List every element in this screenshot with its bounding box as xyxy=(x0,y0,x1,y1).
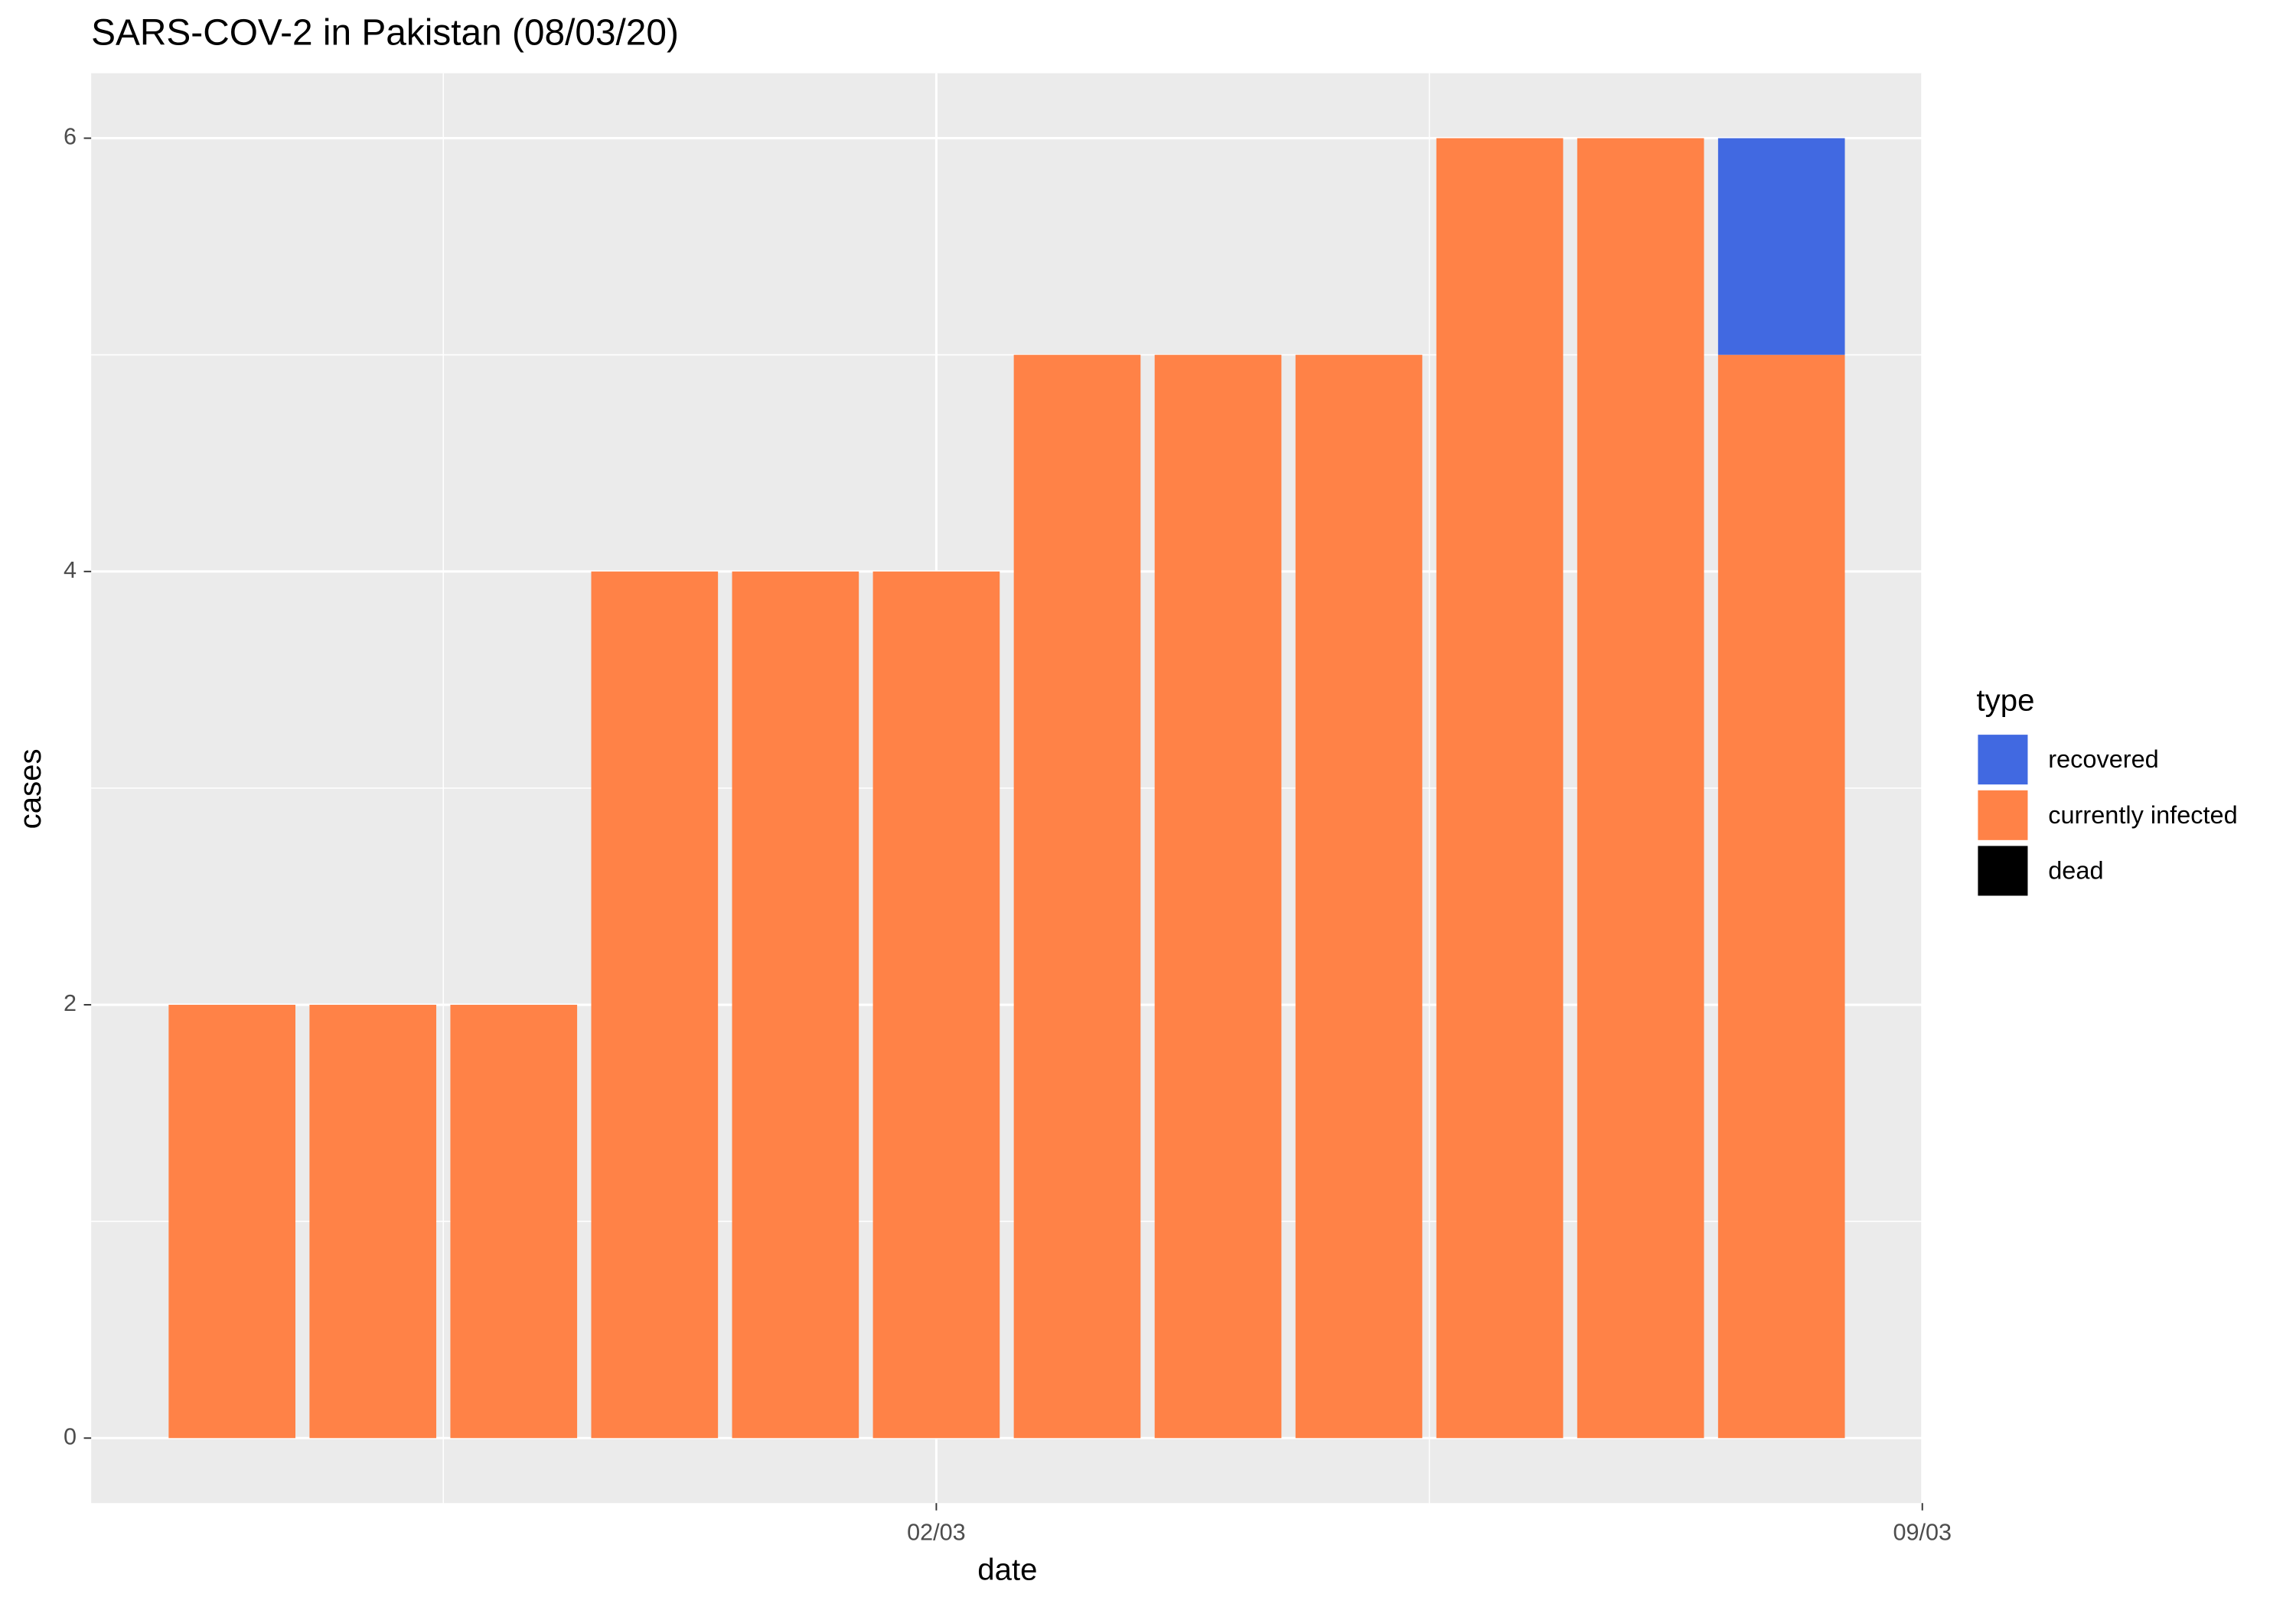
bar-segment xyxy=(872,571,1000,1439)
legend-swatch xyxy=(1978,846,2028,896)
bar-segment xyxy=(1717,138,1845,355)
y-tick-label: 6 xyxy=(64,124,77,150)
bar-segment xyxy=(1717,354,1845,1439)
bars xyxy=(168,138,1845,1439)
bar-segment xyxy=(168,1005,295,1439)
x-tick-label: 02/03 xyxy=(907,1519,966,1545)
y-tick-label: 4 xyxy=(64,557,77,583)
x-axis-title: date xyxy=(977,1553,1037,1587)
legend-swatch xyxy=(1978,735,2028,785)
bar-segment xyxy=(1436,138,1564,1439)
x-tick-label: 09/03 xyxy=(1893,1519,1952,1545)
legend-label: dead xyxy=(2048,856,2103,884)
bar-segment xyxy=(1577,138,1704,1439)
axes: 0 2 4 6 02/03 09/03 xyxy=(64,124,1952,1546)
y-tick-label: 0 xyxy=(64,1423,77,1449)
chart-title: SARS-COV-2 in Pakistan (08/03/20) xyxy=(91,13,679,54)
bar-segment xyxy=(1013,354,1141,1439)
legend-swatch xyxy=(1978,790,2028,840)
bar-segment xyxy=(591,571,719,1439)
bar-segment xyxy=(450,1005,578,1439)
y-tick-label: 2 xyxy=(64,990,77,1016)
legend: type recovered currently infected dead xyxy=(1977,683,2238,896)
legend-title: type xyxy=(1977,683,2035,718)
legend-label: currently infected xyxy=(2048,801,2237,829)
bar-segment xyxy=(1154,354,1282,1439)
bar-segment xyxy=(732,571,859,1439)
bar-segment xyxy=(309,1005,437,1439)
legend-label: recovered xyxy=(2048,745,2159,773)
y-axis-title: cases xyxy=(13,748,47,829)
bar-segment xyxy=(1295,354,1423,1439)
